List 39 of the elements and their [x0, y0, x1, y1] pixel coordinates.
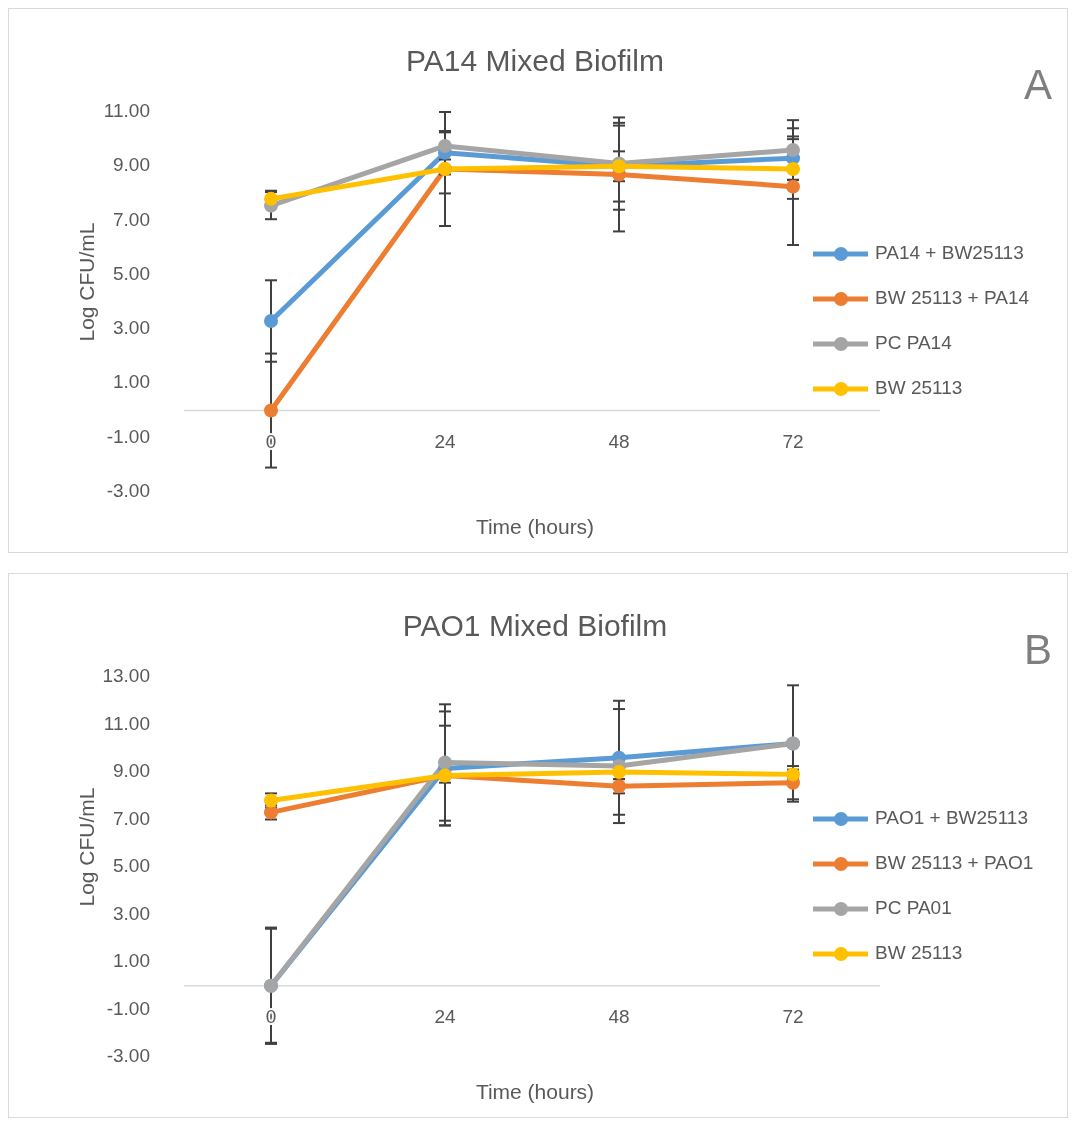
- x-tick-label: 48: [608, 430, 630, 452]
- y-tick-label: 11.00: [103, 712, 150, 734]
- text: B: [1023, 626, 1053, 674]
- y-tick-label: 7.00: [113, 208, 150, 230]
- x-tick-label: 72: [782, 430, 804, 452]
- y-tick-label: 13.00: [102, 665, 150, 687]
- y-tick-label: 3.00: [113, 902, 150, 924]
- text: A: [1023, 61, 1053, 109]
- y-tick-label: 11.00: [103, 100, 150, 122]
- chart-title: PAO1 Mixed Biofilm: [402, 608, 668, 642]
- y-tick-label: 9.00: [113, 154, 150, 176]
- y-tick-label: -1.00: [106, 425, 150, 447]
- x-tick-label: 24: [434, 430, 456, 452]
- y-tick-label: 3.00: [113, 317, 150, 339]
- y-tick-label: 7.00: [113, 807, 150, 829]
- legend-label: PC PA14: [875, 332, 953, 354]
- x-axis-title: Time (hours): [475, 1079, 595, 1103]
- legend-label: PC PA01: [875, 897, 952, 919]
- chart-title: PA14 Mixed Biofilm: [406, 43, 664, 77]
- legend-label: BW 25113 + PAO1: [875, 852, 1034, 874]
- y-axis-title: Log CFU/mL: [74, 787, 98, 907]
- legend-label: BW 25113 + PA14: [875, 287, 1030, 309]
- legend-label: PAO1 + BW25113: [875, 807, 1028, 829]
- legend-label: BW 25113: [875, 377, 963, 399]
- legend-label: PA14 + BW25113: [875, 242, 1024, 264]
- x-tick-label: 48: [608, 1005, 630, 1027]
- y-tick-label: 5.00: [113, 855, 150, 877]
- y-tick-label: 5.00: [113, 262, 150, 284]
- y-tick-label: 9.00: [113, 760, 150, 782]
- y-tick-label: -3.00: [106, 1045, 150, 1067]
- x-tick-label: 24: [434, 1005, 456, 1027]
- y-axis-title: Log CFU/mL: [74, 222, 98, 342]
- y-tick-label: -3.00: [106, 480, 150, 502]
- y-tick-label: -1.00: [106, 997, 150, 1019]
- x-axis-title: Time (hours): [475, 514, 595, 538]
- y-tick-label: 1.00: [113, 950, 150, 972]
- x-tick-label: 72: [782, 1005, 804, 1027]
- y-tick-label: 1.00: [113, 371, 150, 393]
- legend-label: BW 25113: [875, 942, 963, 964]
